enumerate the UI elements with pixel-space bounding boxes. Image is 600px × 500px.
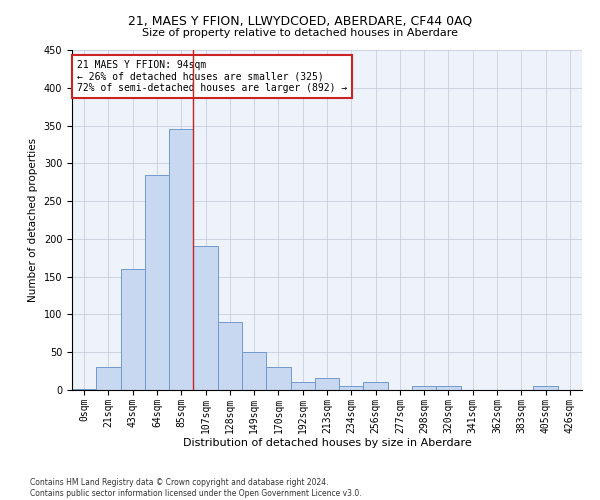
- Text: Size of property relative to detached houses in Aberdare: Size of property relative to detached ho…: [142, 28, 458, 38]
- Bar: [72, 389, 96, 390]
- Text: 21, MAES Y FFION, LLWYDCOED, ABERDARE, CF44 0AQ: 21, MAES Y FFION, LLWYDCOED, ABERDARE, C…: [128, 15, 472, 28]
- Text: 21 MAES Y FFION: 94sqm
← 26% of detached houses are smaller (325)
72% of semi-de: 21 MAES Y FFION: 94sqm ← 26% of detached…: [77, 60, 347, 94]
- Bar: [436, 386, 461, 390]
- Bar: [339, 386, 364, 390]
- Bar: [242, 352, 266, 390]
- Bar: [266, 368, 290, 390]
- Bar: [96, 368, 121, 390]
- Bar: [218, 322, 242, 390]
- Bar: [315, 378, 339, 390]
- Bar: [533, 386, 558, 390]
- Bar: [121, 269, 145, 390]
- Bar: [290, 382, 315, 390]
- Bar: [193, 246, 218, 390]
- Bar: [169, 130, 193, 390]
- Y-axis label: Number of detached properties: Number of detached properties: [28, 138, 38, 302]
- Bar: [364, 382, 388, 390]
- Bar: [145, 174, 169, 390]
- X-axis label: Distribution of detached houses by size in Aberdare: Distribution of detached houses by size …: [182, 438, 472, 448]
- Text: Contains HM Land Registry data © Crown copyright and database right 2024.
Contai: Contains HM Land Registry data © Crown c…: [30, 478, 362, 498]
- Bar: [412, 386, 436, 390]
